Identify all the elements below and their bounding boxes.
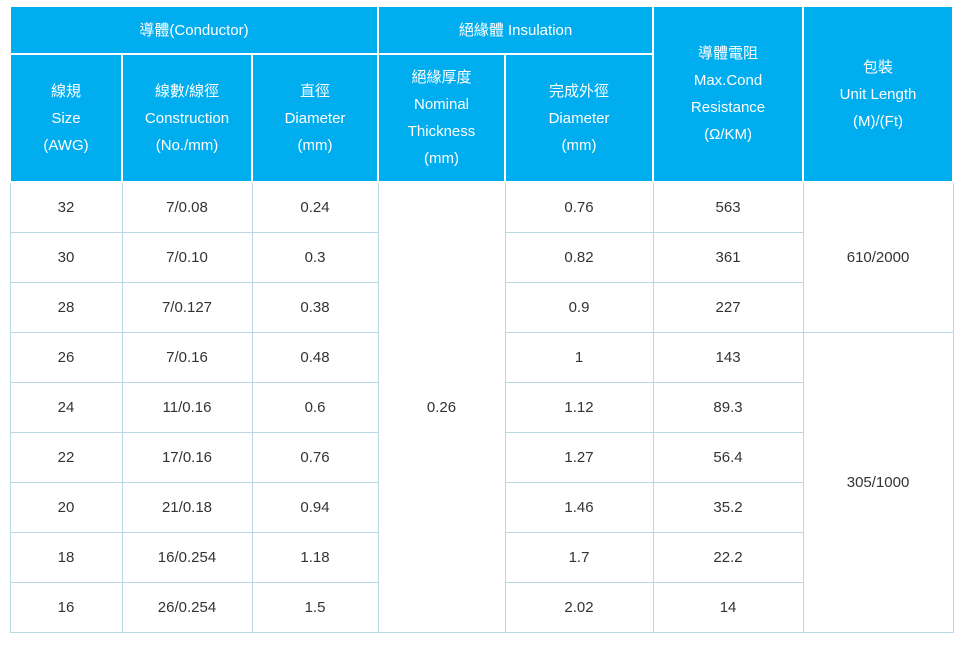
- cell-finished-diameter: 1.12: [504, 382, 654, 433]
- col-header-conductor-diameter: 直徑 Diameter (mm): [250, 53, 380, 183]
- header-label: 導體(Conductor): [139, 21, 249, 39]
- header-line: 線數/線徑: [154, 82, 220, 100]
- col-group-conductor: 導體(Conductor): [8, 5, 380, 55]
- cell-unit-length: 610/2000: [802, 181, 954, 333]
- cell-construction: 7/0.16: [121, 332, 253, 383]
- header-line: Thickness: [407, 123, 476, 140]
- header-line: (No./mm): [155, 136, 219, 154]
- header-line: Max.Cond: [693, 72, 763, 89]
- cell-finished-diameter: 1: [504, 332, 654, 383]
- header-line: Nominal: [414, 96, 470, 113]
- cell-size: 28: [9, 282, 123, 333]
- cell-size: 24: [9, 382, 123, 433]
- cell-resistance: 56.4: [652, 432, 804, 483]
- cell-insulation-thickness: 0.26: [377, 181, 506, 633]
- cell-diameter: 0.3: [251, 232, 379, 283]
- header-line: 直徑: [300, 82, 331, 100]
- cell-size: 16: [9, 582, 123, 633]
- col-header-resistance: 導體電阻 Max.Cond Resistance (Ω/KM): [652, 5, 805, 183]
- wire-spec-table: 導體(Conductor) 絕緣體 Insulation 導體電阻 Max.Co…: [8, 5, 955, 633]
- header-line: 完成外徑: [549, 82, 610, 100]
- cell-resistance: 143: [652, 332, 804, 383]
- header-line: (AWG): [43, 136, 89, 154]
- cell-construction: 11/0.16: [121, 382, 253, 433]
- col-group-insulation: 絕緣體 Insulation: [377, 5, 655, 55]
- table-row: 20 21/0.18 0.94 1.46 35.2: [9, 482, 953, 533]
- cell-construction: 16/0.254: [121, 532, 253, 583]
- cell-resistance: 361: [652, 232, 804, 283]
- cell-diameter: 0.48: [251, 332, 379, 383]
- cell-size: 32: [9, 181, 123, 233]
- cell-diameter: 0.94: [251, 482, 379, 533]
- header-line: Diameter: [284, 109, 346, 127]
- cell-resistance: 563: [652, 181, 804, 233]
- cell-resistance: 89.3: [652, 382, 804, 433]
- table-row: 16 26/0.254 1.5 2.02 14: [9, 582, 953, 633]
- cell-size: 30: [9, 232, 123, 283]
- header-line: Diameter: [548, 109, 610, 127]
- header-group-row: 導體(Conductor) 絕緣體 Insulation 導體電阻 Max.Co…: [8, 5, 955, 183]
- cell-unit-length: 305/1000: [802, 332, 954, 633]
- cell-resistance: 14: [652, 582, 804, 633]
- header-label: 絕緣體 Insulation: [458, 21, 573, 39]
- cell-size: 22: [9, 432, 123, 483]
- header-line: (mm): [424, 150, 459, 167]
- cell-finished-diameter: 1.46: [504, 482, 654, 533]
- header-line: (M)/(Ft): [853, 112, 904, 130]
- table-row: 22 17/0.16 0.76 1.27 56.4: [9, 432, 953, 483]
- col-header-insulation-thickness: 絕緣厚度 Nominal Thickness (mm): [377, 53, 507, 183]
- col-header-size: 線規 Size (AWG): [9, 53, 123, 183]
- cell-diameter: 0.6: [251, 382, 379, 433]
- header-line: 線規: [50, 82, 81, 100]
- table-row: 28 7/0.127 0.38 0.9 227: [9, 282, 953, 333]
- header-line: Resistance: [690, 99, 766, 116]
- cell-diameter: 0.76: [251, 432, 379, 483]
- cell-finished-diameter: 2.02: [504, 582, 654, 633]
- header-sub-row: 線規 Size (AWG) 線數/線徑 Construction (No./mm…: [9, 53, 953, 183]
- table-row: 32 7/0.08 0.24 0.26 0.76 563 610/2000: [9, 181, 954, 633]
- cell-diameter: 1.5: [251, 582, 379, 633]
- col-header-construction: 線數/線徑 Construction (No./mm): [121, 53, 253, 183]
- header-line: (Ω/KM): [704, 126, 752, 143]
- header-line: 導體電阻: [698, 45, 759, 62]
- col-header-finished-diameter: 完成外徑 Diameter (mm): [504, 53, 655, 183]
- cell-construction: 7/0.10: [121, 232, 253, 283]
- cell-construction: 17/0.16: [121, 432, 253, 483]
- cell-finished-diameter: 0.9: [504, 282, 654, 333]
- table-body: 32 7/0.08 0.24 0.26 0.76 563 610/2000 30…: [9, 181, 954, 633]
- cell-finished-diameter: 0.76: [504, 181, 654, 233]
- table-row: 26 7/0.16 0.48 1 143 305/1000: [9, 332, 954, 633]
- col-header-unit-length: 包裝 Unit Length (M)/(Ft): [802, 5, 955, 183]
- header-line: Construction: [144, 109, 230, 127]
- cell-finished-diameter: 1.27: [504, 432, 654, 483]
- cell-construction: 7/0.08: [121, 181, 253, 233]
- table-row: 18 16/0.254 1.18 1.7 22.2: [9, 532, 953, 583]
- table-header: 導體(Conductor) 絕緣體 Insulation 導體電阻 Max.Co…: [8, 5, 955, 183]
- cell-construction: 21/0.18: [121, 482, 253, 533]
- cell-size: 20: [9, 482, 123, 533]
- header-line: Size: [51, 109, 81, 127]
- cell-size: 18: [9, 532, 123, 583]
- cell-diameter: 1.18: [251, 532, 379, 583]
- cell-construction: 7/0.127: [121, 282, 253, 333]
- cell-resistance: 227: [652, 282, 804, 333]
- cell-construction: 26/0.254: [121, 582, 253, 633]
- cell-resistance: 22.2: [652, 532, 804, 583]
- header-line: Unit Length: [839, 85, 917, 103]
- cell-finished-diameter: 0.82: [504, 232, 654, 283]
- cell-diameter: 0.38: [251, 282, 379, 333]
- page: 導體(Conductor) 絕緣體 Insulation 導體電阻 Max.Co…: [8, 5, 955, 633]
- cell-resistance: 35.2: [652, 482, 804, 533]
- cell-size: 26: [9, 332, 123, 383]
- header-line: (mm): [297, 136, 333, 154]
- header-line: 包裝: [863, 58, 894, 76]
- header-line: (mm): [561, 136, 597, 154]
- cell-finished-diameter: 1.7: [504, 532, 654, 583]
- cell-diameter: 0.24: [251, 181, 379, 233]
- header-line: 絕緣厚度: [411, 69, 472, 86]
